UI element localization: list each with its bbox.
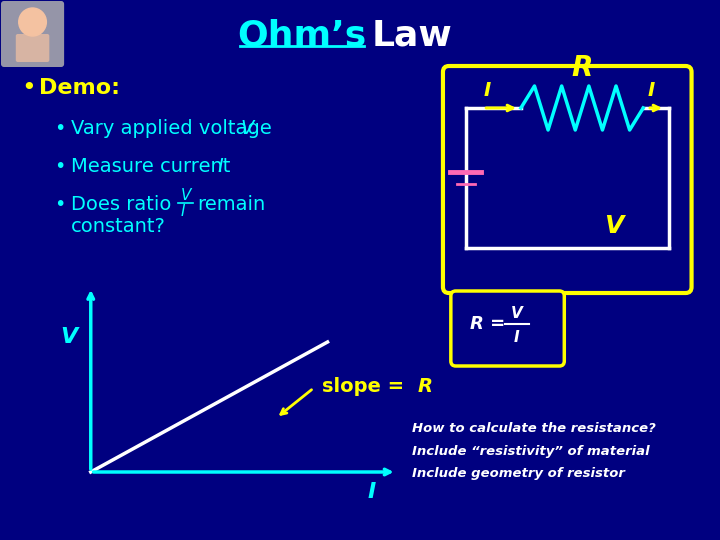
Circle shape <box>19 8 46 36</box>
Text: V: V <box>511 306 523 321</box>
Text: •: • <box>54 157 66 176</box>
Text: Law: Law <box>372 19 453 53</box>
Text: •: • <box>54 118 66 138</box>
Text: V: V <box>181 188 191 204</box>
Text: Measure current: Measure current <box>71 157 237 176</box>
Text: •: • <box>54 194 66 213</box>
FancyBboxPatch shape <box>16 34 50 62</box>
Text: remain: remain <box>197 194 266 213</box>
Text: Vary applied voltage: Vary applied voltage <box>71 118 278 138</box>
Text: R: R <box>418 376 432 395</box>
Text: constant?: constant? <box>71 217 166 235</box>
Text: R =: R = <box>469 315 505 333</box>
Text: Ohm’s: Ohm’s <box>238 19 366 53</box>
Text: I: I <box>181 204 185 219</box>
Text: I: I <box>217 157 222 176</box>
Text: V.: V. <box>240 118 258 138</box>
FancyBboxPatch shape <box>443 66 691 293</box>
Text: Include geometry of resistor: Include geometry of resistor <box>413 468 625 481</box>
Text: Include “resistivity” of material: Include “resistivity” of material <box>413 444 650 457</box>
Text: V: V <box>60 327 78 347</box>
Text: I: I <box>514 330 520 346</box>
FancyBboxPatch shape <box>451 291 564 366</box>
Text: Demo:: Demo: <box>40 78 120 98</box>
Text: I: I <box>368 482 376 502</box>
Text: •: • <box>22 76 37 100</box>
Text: V: V <box>604 214 624 238</box>
Text: slope =: slope = <box>322 376 410 395</box>
Text: How to calculate the resistance?: How to calculate the resistance? <box>413 422 656 435</box>
FancyBboxPatch shape <box>1 1 64 67</box>
Text: Does ratio: Does ratio <box>71 194 171 213</box>
Text: I: I <box>484 80 491 99</box>
Text: I: I <box>647 80 654 99</box>
Text: R: R <box>572 54 593 82</box>
